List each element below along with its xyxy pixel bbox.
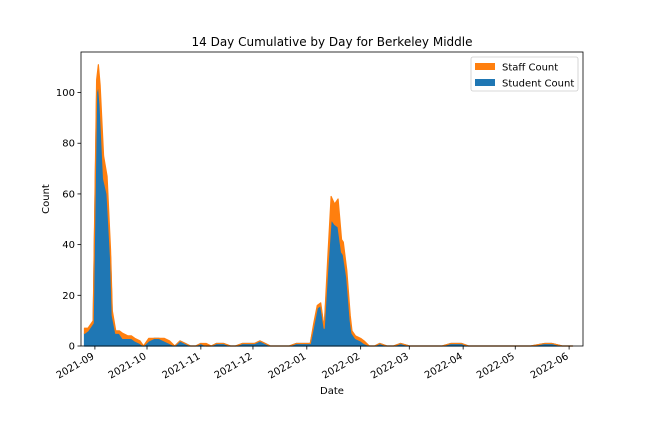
legend-label: Staff Count: [502, 63, 558, 74]
y-axis-label: Count: [41, 184, 52, 214]
x-axis-label: Date: [320, 386, 344, 397]
y-tick-label: 0: [69, 342, 75, 353]
legend-swatch: [475, 63, 495, 70]
y-tick-label: 40: [62, 240, 75, 251]
y-tick-label: 80: [62, 139, 75, 150]
chart-title: 14 Day Cumulative by Day for Berkeley Mi…: [192, 35, 473, 49]
y-tick-label: 20: [62, 291, 75, 302]
legend-label: Student Count: [502, 79, 574, 90]
y-tick-label: 60: [62, 189, 75, 200]
y-tick-label: 100: [56, 88, 75, 99]
legend: Staff Count Student Count: [470, 56, 579, 92]
axes-frame: [80, 51, 584, 347]
legend-swatch: [475, 79, 495, 86]
legend-box: [470, 56, 579, 92]
y-axis: 0 20 40 60 80 100: [56, 88, 81, 353]
